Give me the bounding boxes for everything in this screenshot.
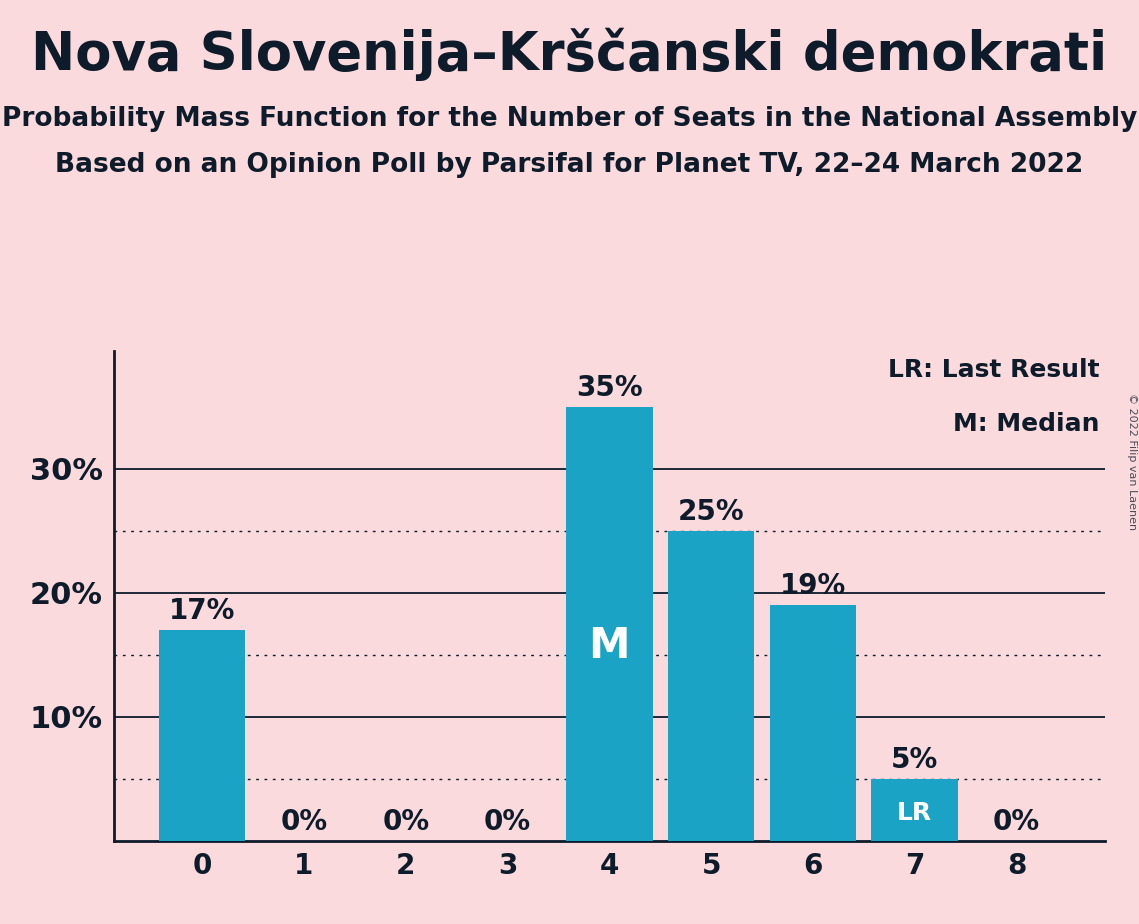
Text: 19%: 19% xyxy=(780,572,846,601)
Text: 0%: 0% xyxy=(383,808,429,836)
Text: 0%: 0% xyxy=(993,808,1040,836)
Bar xyxy=(159,630,246,841)
Bar xyxy=(770,605,857,841)
Text: M: M xyxy=(589,625,630,666)
Text: Probability Mass Function for the Number of Seats in the National Assembly: Probability Mass Function for the Number… xyxy=(2,106,1137,132)
Text: 0%: 0% xyxy=(484,808,531,836)
Text: Based on an Opinion Poll by Parsifal for Planet TV, 22–24 March 2022: Based on an Opinion Poll by Parsifal for… xyxy=(56,152,1083,177)
Text: Nova Slovenija–Krščanski demokrati: Nova Slovenija–Krščanski demokrati xyxy=(32,28,1107,81)
Text: 0%: 0% xyxy=(280,808,328,836)
Text: M: Median: M: Median xyxy=(953,412,1100,436)
Text: LR: LR xyxy=(898,801,933,825)
Bar xyxy=(667,531,754,841)
Text: 5%: 5% xyxy=(891,746,939,774)
Text: © 2022 Filip van Laenen: © 2022 Filip van Laenen xyxy=(1126,394,1137,530)
Text: 25%: 25% xyxy=(678,498,745,526)
Bar xyxy=(871,779,958,841)
Text: 35%: 35% xyxy=(576,374,642,402)
Text: 17%: 17% xyxy=(169,597,236,626)
Bar xyxy=(566,407,653,841)
Text: LR: Last Result: LR: Last Result xyxy=(888,359,1100,383)
